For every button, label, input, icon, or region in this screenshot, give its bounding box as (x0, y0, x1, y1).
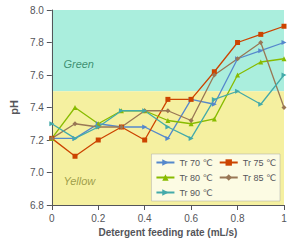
svg-text:Tr 70 ℃: Tr 70 ℃ (179, 158, 212, 168)
svg-text:7.2: 7.2 (30, 135, 44, 146)
svg-text:0.6: 0.6 (184, 213, 198, 224)
svg-text:7.6: 7.6 (30, 70, 44, 81)
svg-text:6.8: 6.8 (30, 200, 44, 211)
svg-text:0.4: 0.4 (138, 213, 152, 224)
svg-text:Detergent feeding rate (mL/s): Detergent feeding rate (mL/s) (98, 227, 237, 238)
svg-text:Tr 80 ℃: Tr 80 ℃ (179, 173, 212, 183)
svg-text:7.8: 7.8 (30, 37, 44, 48)
svg-text:0: 0 (49, 213, 55, 224)
svg-text:7.4: 7.4 (30, 102, 44, 113)
svg-text:1: 1 (281, 213, 287, 224)
svg-text:Green: Green (63, 58, 94, 70)
svg-text:0.8: 0.8 (231, 213, 245, 224)
svg-text:Tr 90 ℃: Tr 90 ℃ (179, 188, 212, 198)
svg-text:7.0: 7.0 (30, 167, 44, 178)
svg-text:8.0: 8.0 (30, 5, 44, 16)
svg-text:0.2: 0.2 (91, 213, 105, 224)
svg-text:Tr 85 ℃: Tr 85 ℃ (243, 173, 276, 183)
svg-text:Tr 75 ℃: Tr 75 ℃ (243, 158, 276, 168)
svg-text:Yellow: Yellow (63, 175, 96, 187)
svg-text:pH: pH (8, 100, 20, 115)
